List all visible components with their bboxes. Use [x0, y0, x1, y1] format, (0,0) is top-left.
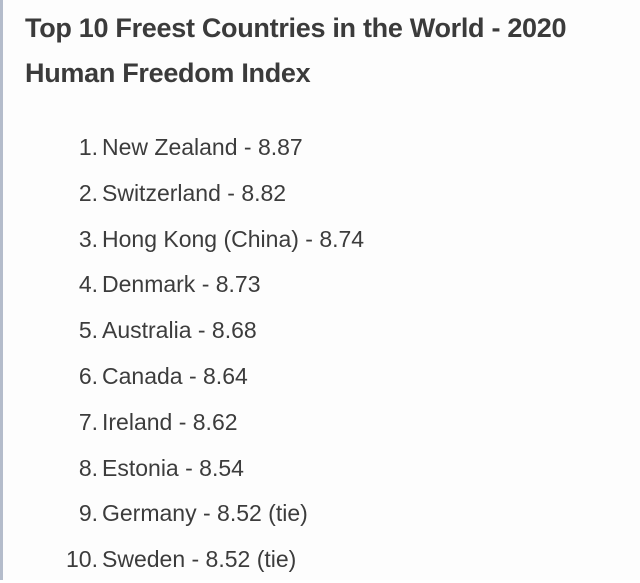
page-title: Top 10 Freest Countries in the World - 2…: [25, 13, 567, 88]
rank-entry-text: Australia - 8.68: [102, 317, 257, 344]
rank-entry-text: Sweden - 8.52 (tie): [102, 546, 297, 573]
rank-entry-text: Germany - 8.52 (tie): [102, 500, 308, 527]
rank-number: 10.: [66, 546, 98, 573]
rank-number: 4.: [78, 271, 98, 298]
rank-entry-text: Ireland - 8.62: [102, 408, 238, 435]
rank-entry-text: New Zealand - 8.87: [102, 134, 303, 160]
rank-number: 9.: [78, 500, 98, 527]
rank-entry-text: Denmark - 8.73: [102, 271, 261, 298]
rank-entry-text: Canada - 8.64: [102, 362, 248, 389]
rank-entry-text: Estonia - 8.54: [102, 454, 244, 481]
rank-entry-text: Switzerland - 8.82: [102, 179, 287, 206]
rank-number: 6.: [78, 362, 98, 389]
rank-number: 2.: [78, 179, 98, 206]
left-border-rule: [0, 0, 3, 580]
rank-number: 8.: [78, 454, 98, 481]
rank-number: 5.: [78, 317, 98, 344]
rank-number: 1.: [78, 134, 98, 160]
rank-number: 7.: [78, 408, 98, 435]
rank-entry-text: Hong Kong (China) - 8.74: [102, 225, 365, 252]
rank-number: 3.: [78, 225, 98, 252]
